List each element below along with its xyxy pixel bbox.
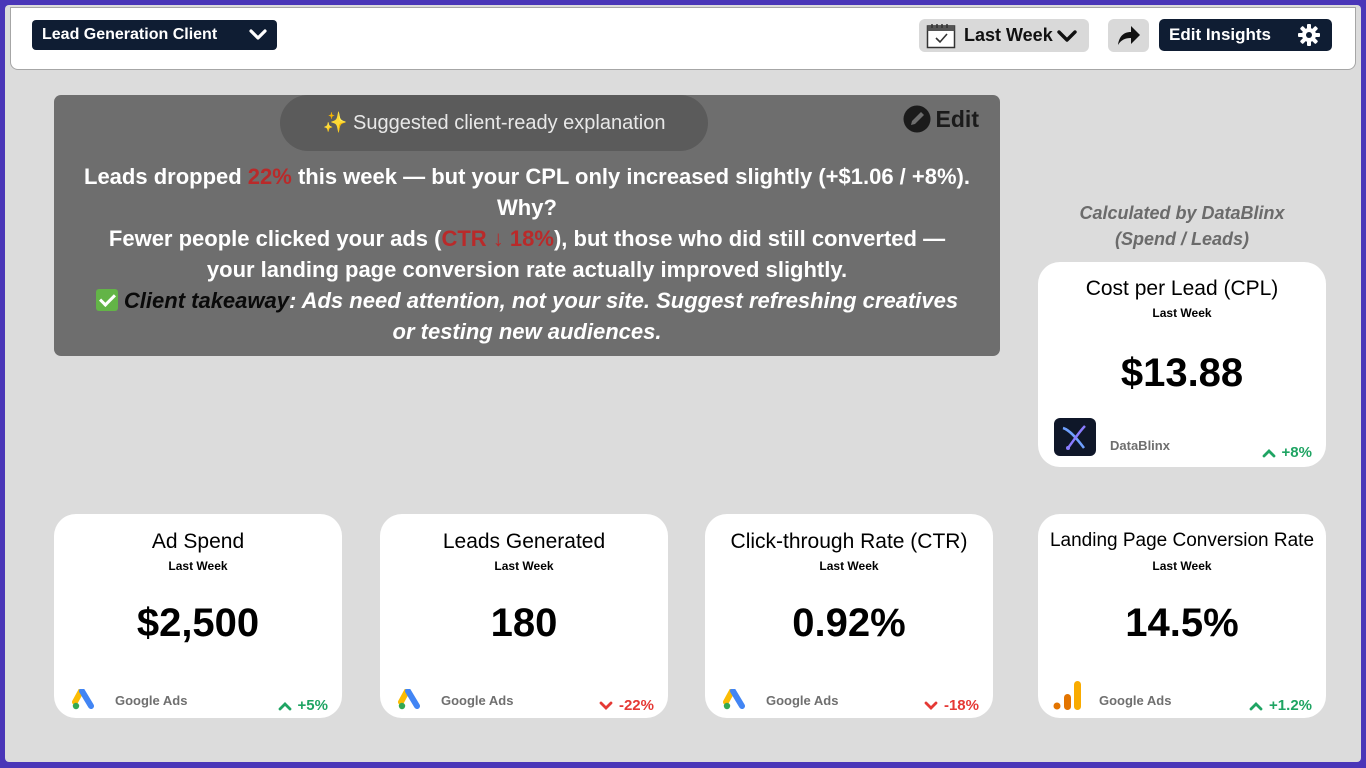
explanation-panel: ✨ Suggested client-ready explanation Edi… <box>54 95 1000 356</box>
card-title: Ad Spend <box>151 530 245 553</box>
ctr-card: Click-through Rate (CTR) Last Week 0.92%… <box>705 514 993 718</box>
pencil-icon <box>903 105 931 133</box>
card-value: 0.92% <box>792 601 906 645</box>
share-arrow-icon <box>1118 26 1140 45</box>
date-range-select[interactable]: Last Week <box>919 19 1089 52</box>
card-period: Last Week <box>494 559 554 573</box>
arrow-down-icon <box>599 701 613 710</box>
card-value: $2,500 <box>136 601 260 645</box>
card-delta: +1.2% <box>1249 697 1312 714</box>
datablinx-logo-icon <box>1054 418 1096 456</box>
checkmark-icon <box>95 289 118 311</box>
calendar-icon <box>926 24 956 49</box>
date-range-label: Last Week <box>964 25 1053 45</box>
card-delta: +5% <box>278 697 328 714</box>
arrow-up-icon <box>278 701 291 710</box>
chevron-down-icon <box>1057 30 1077 42</box>
explanation-line-1: Leads dropped 22% this week — but your C… <box>84 164 970 189</box>
card-period: Last Week <box>819 559 879 573</box>
explanation-edit-button[interactable]: Edit <box>903 105 979 133</box>
card-source: Google Ads <box>1099 693 1172 708</box>
explanation-line-4: your landing page conversion rate actual… <box>206 257 848 282</box>
explanation-text: Leads dropped 22% this week — but your C… <box>54 161 1000 347</box>
card-title: Landing Page Conversion Rate <box>1049 530 1315 551</box>
card-source: Google Ads <box>115 693 188 708</box>
leads-generated-card: Leads Generated Last Week 180 Google Ads… <box>380 514 668 718</box>
arrow-up-icon <box>1249 701 1263 710</box>
card-delta: -18% <box>924 697 979 714</box>
client-select-label: Lead Generation Client <box>42 26 218 43</box>
ad-spend-card: Ad Spend Last Week $2,500 Google Ads +5% <box>54 514 342 718</box>
google-ads-icon <box>72 689 94 710</box>
card-value: 14.5% <box>1125 601 1239 645</box>
calculation-note: Calculated by DataBlinx (Spend / Leads) <box>1079 203 1285 249</box>
arrow-up-icon <box>1262 448 1275 457</box>
arrow-down-icon <box>924 701 938 710</box>
client-select[interactable]: Lead Generation Client <box>32 20 277 50</box>
card-source: DataBlinx <box>1110 438 1170 453</box>
cpl-card: Cost per Lead (CPL) Last Week $13.88 Dat… <box>1038 262 1326 467</box>
suggested-explanation-pill: ✨ Suggested client-ready explanation <box>280 95 708 151</box>
card-delta: +8% <box>1262 444 1312 461</box>
landing-page-conversion-card: Landing Page Conversion Rate Last Week 1… <box>1038 514 1326 718</box>
edit-insights-button[interactable]: Edit Insights <box>1159 19 1332 51</box>
card-value: $13.88 <box>1120 351 1244 395</box>
card-period: Last Week <box>168 559 228 573</box>
card-period: Last Week <box>1152 306 1212 320</box>
explanation-edit-label: Edit <box>935 106 979 132</box>
analytics-bars-icon <box>1053 681 1081 710</box>
card-title: Click-through Rate (CTR) <box>730 530 968 553</box>
card-delta: -22% <box>599 697 654 714</box>
card-period: Last Week <box>1152 559 1212 573</box>
google-ads-icon <box>723 689 745 710</box>
card-title: Cost per Lead (CPL) <box>1085 277 1279 300</box>
card-title: Leads Generated <box>442 530 606 553</box>
card-value: 180 <box>490 601 558 645</box>
client-takeaway: Client takeaway: Ads need attention, not… <box>54 285 1000 316</box>
card-source: Google Ads <box>441 693 514 708</box>
share-button[interactable] <box>1108 19 1149 52</box>
card-source: Google Ads <box>766 693 839 708</box>
client-takeaway-line-2: or testing new audiences. <box>392 319 662 344</box>
chevron-down-icon <box>249 29 267 40</box>
gear-icon <box>1298 24 1320 46</box>
google-ads-icon <box>398 689 420 710</box>
top-bar: Lead Generation Client Last Week <box>10 7 1356 70</box>
dashboard-frame: Lead Generation Client Last Week <box>5 5 1361 762</box>
edit-insights-label: Edit Insights <box>1169 25 1271 44</box>
explanation-line-3: Fewer people clicked your ads (CTR ↓ 18%… <box>108 226 946 251</box>
explanation-line-2: Why? <box>497 195 557 220</box>
